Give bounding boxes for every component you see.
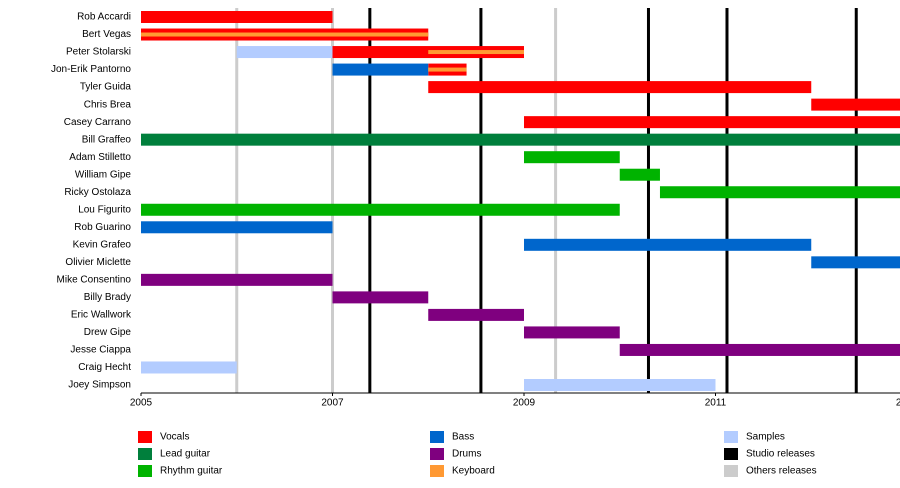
- member-label: Craig Hecht: [78, 362, 131, 373]
- role-bar: [428, 50, 524, 55]
- role-bar: [428, 81, 812, 94]
- legend-swatch: [430, 448, 444, 460]
- x-tick-label: 2005: [130, 398, 153, 409]
- x-tick-label: 2011: [705, 398, 727, 409]
- legend-label: Keyboard: [452, 466, 495, 477]
- member-label: Eric Wallwork: [71, 310, 132, 321]
- role-bar: [524, 116, 900, 129]
- role-bar: [141, 273, 333, 286]
- role-bar: [141, 221, 333, 234]
- legend-label: Rhythm guitar: [160, 466, 223, 477]
- x-tick-label: 2009: [513, 398, 536, 409]
- member-label: Kevin Grafeo: [73, 239, 132, 250]
- member-label: Jesse Ciappa: [70, 345, 131, 356]
- member-label: Rob Guarino: [74, 222, 131, 233]
- member-label: Lou Figurito: [78, 204, 131, 215]
- member-label: Jon-Erik Pantorno: [51, 64, 131, 75]
- role-bar: [141, 203, 620, 216]
- member-label: Ricky Ostolaza: [64, 187, 131, 198]
- role-bar: [141, 11, 333, 23]
- member-label: Tyler Guida: [80, 82, 132, 93]
- member-label: Chris Brea: [84, 99, 132, 110]
- member-label: Billy Brady: [84, 292, 131, 303]
- legend-label: Lead guitar: [160, 449, 211, 460]
- role-bar: [236, 46, 333, 59]
- legend-label: Drums: [452, 449, 481, 460]
- member-label: Mike Consentino: [57, 274, 132, 285]
- legend-swatch: [724, 465, 738, 477]
- member-label: William Gipe: [75, 169, 132, 180]
- legend-swatch: [430, 431, 444, 443]
- member-label: Casey Carrano: [64, 117, 132, 128]
- role-bar: [524, 238, 812, 251]
- x-tick-label: 2013: [896, 398, 900, 409]
- role-bar: [619, 343, 900, 356]
- role-bar: [811, 256, 900, 269]
- legend-swatch: [724, 448, 738, 460]
- role-bar: [659, 186, 900, 199]
- role-bar: [332, 291, 429, 304]
- member-label: Drew Gipe: [84, 327, 132, 338]
- member-label: Bill Graffeo: [82, 134, 132, 145]
- legend-swatch: [138, 465, 152, 477]
- legend-swatch: [138, 431, 152, 443]
- member-label: Olivier Miclette: [65, 257, 131, 268]
- role-bar: [428, 67, 467, 72]
- legend-label: Samples: [746, 432, 785, 443]
- member-label: Rob Accardi: [77, 12, 131, 23]
- legend-label: Studio releases: [746, 449, 815, 460]
- role-bar: [332, 63, 429, 76]
- role-bar: [141, 32, 429, 37]
- legend-swatch: [430, 465, 444, 477]
- role-bar: [524, 151, 620, 164]
- role-bar: [141, 133, 900, 146]
- role-bar: [619, 168, 660, 181]
- role-bar: [524, 326, 620, 339]
- legend-label: Others releases: [746, 466, 817, 477]
- member-label: Adam Stilletto: [69, 152, 131, 163]
- legend-swatch: [724, 431, 738, 443]
- x-tick-label: 2007: [321, 398, 344, 409]
- role-bar: [524, 379, 716, 391]
- legend-label: Bass: [452, 432, 474, 443]
- role-bar: [811, 98, 900, 111]
- member-label: Peter Stolarski: [66, 47, 131, 58]
- member-label: Bert Vegas: [82, 29, 131, 40]
- legend-label: Vocals: [160, 432, 189, 443]
- member-label: Joey Simpson: [68, 380, 131, 391]
- role-bar: [141, 361, 237, 374]
- role-bar: [428, 308, 524, 321]
- legend-swatch: [138, 448, 152, 460]
